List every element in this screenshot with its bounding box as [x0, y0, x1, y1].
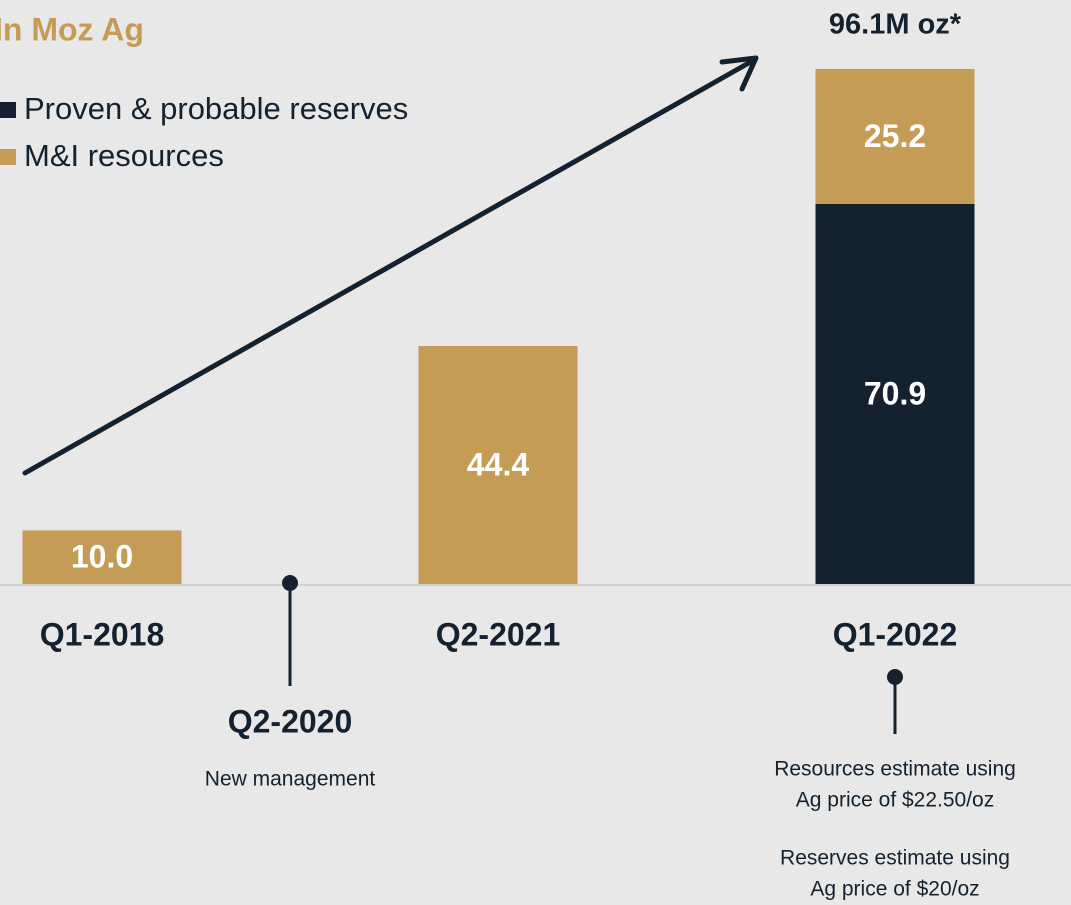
x-tick-label: Q1-2022 — [833, 616, 958, 652]
bar-segment — [815, 203, 975, 584]
legend-label: M&I resources — [24, 138, 224, 173]
total-label: 96.1M oz* — [829, 9, 962, 41]
x-tick-label: Q2-2021 — [436, 616, 561, 652]
arrow-line — [22, 57, 757, 476]
annotation-title: Q2-2020 — [228, 703, 353, 739]
data-label: 70.9 — [864, 375, 926, 411]
annotation-text: Ag price of $22.50/oz — [796, 789, 994, 812]
annotation-text: New management — [205, 768, 376, 791]
legend-swatch — [0, 149, 16, 165]
legend-swatch — [0, 102, 16, 118]
bar-segment — [418, 346, 578, 584]
marker-dot — [887, 669, 903, 685]
data-label: 25.2 — [864, 118, 926, 154]
annotation-text: Reserves estimate using — [780, 847, 1010, 870]
arrow-head — [719, 55, 759, 92]
annotation-text: Resources estimate using — [774, 758, 1016, 781]
growth-arrow — [22, 55, 759, 476]
bar-segment — [815, 68, 975, 204]
data-label: 44.4 — [467, 446, 529, 482]
annotation-text: Ag price of $20/oz — [810, 878, 979, 901]
legend-label: Proven & probable reserves — [24, 91, 408, 126]
bar-segment — [22, 530, 182, 584]
data-label: 10.0 — [71, 539, 133, 575]
chart-title: In Moz Ag — [0, 11, 144, 47]
marker-dot — [282, 575, 298, 591]
x-tick-label: Q1-2018 — [40, 616, 165, 652]
